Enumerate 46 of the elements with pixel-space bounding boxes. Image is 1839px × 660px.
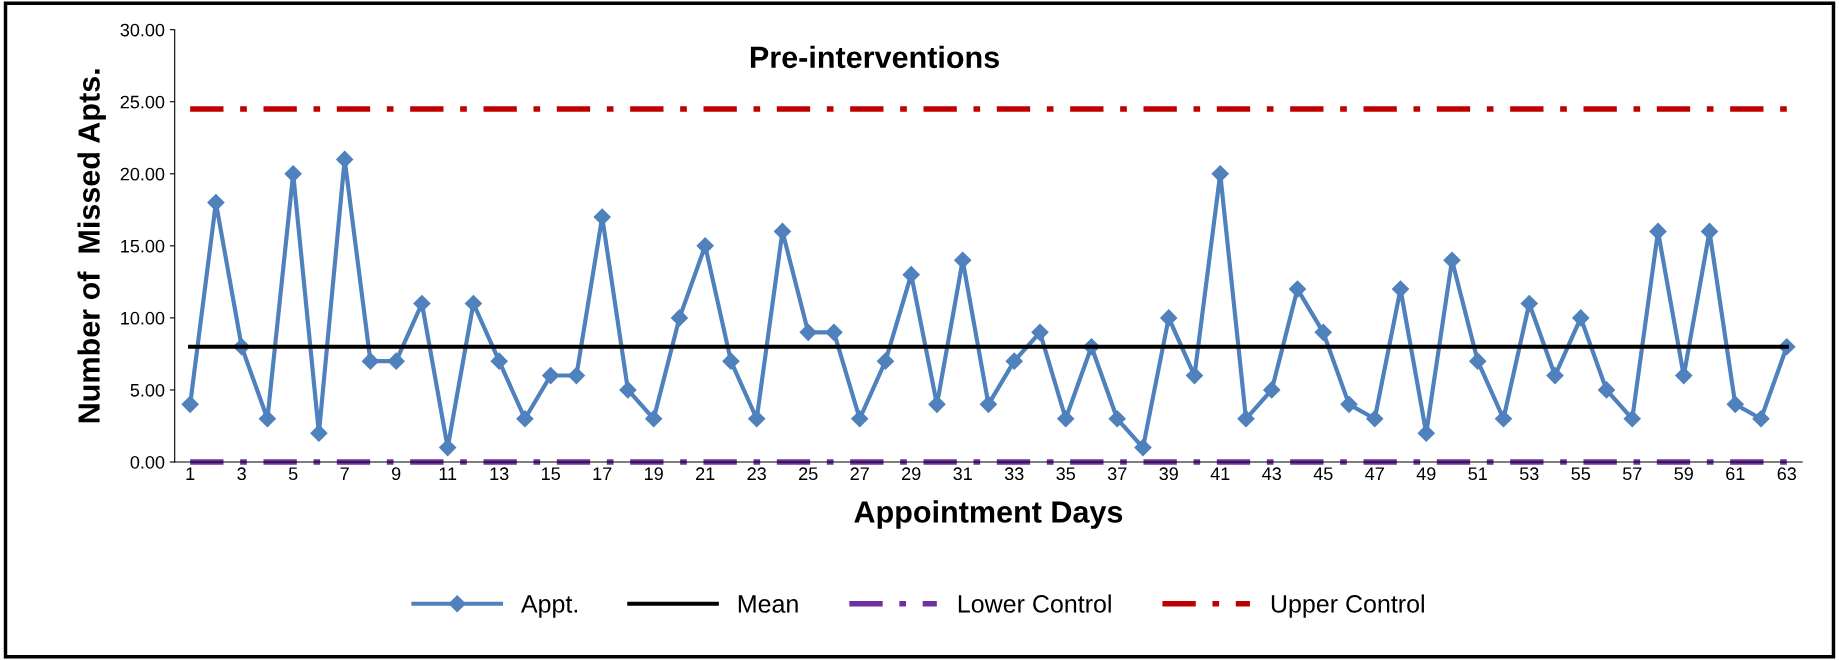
y-tick-label: 30.00 [120, 23, 165, 37]
y-tick-label: 20.00 [120, 167, 165, 181]
x-tick-label: 1 [186, 467, 195, 480]
y-tick-label: 5.00 [130, 383, 165, 397]
x-tick-label: 15 [542, 467, 560, 481]
chart-title: Pre-interventions [750, 45, 999, 69]
x-tick-label: 35 [1056, 467, 1075, 481]
x-tick-label: 29 [902, 467, 921, 481]
x-tick-label: 11 [439, 467, 457, 480]
y-tick-label: 0.00 [130, 455, 165, 469]
x-tick-label: 47 [1365, 467, 1384, 480]
y-tick-label: 10.00 [121, 311, 165, 325]
x-tick-label: 3 [237, 467, 246, 481]
x-tick-label: 45 [1313, 467, 1333, 481]
x-tick-label: 57 [1622, 467, 1642, 481]
x-tick-label: 55 [1571, 467, 1591, 481]
x-tick-label: 31 [953, 467, 972, 481]
y-axis-title: Number of Missed Apts. [77, 69, 106, 423]
legend-label: Upper Control [1271, 594, 1424, 618]
y-tick-label: 15.00 [121, 239, 165, 253]
x-tick-label: 33 [1004, 467, 1024, 481]
x-tick-label: 49 [1416, 467, 1436, 481]
x-axis-title: Appointment Days [854, 500, 1123, 529]
legend-label: Lower Control [958, 594, 1111, 613]
x-tick-label: 9 [392, 467, 401, 481]
x-tick-label: 23 [747, 467, 766, 481]
legend-label: Appt. [520, 595, 578, 618]
x-tick-label: 19 [645, 467, 663, 481]
x-tick-label: 41 [1210, 467, 1230, 480]
x-tick-label: 51 [1468, 467, 1487, 481]
x-tick-label: 17 [593, 467, 612, 480]
x-tick-label: 5 [288, 467, 298, 481]
x-tick-label: 59 [1674, 467, 1693, 481]
x-tick-label: 39 [1159, 467, 1178, 481]
x-tick-label: 21 [696, 467, 715, 480]
x-tick-label: 27 [850, 467, 869, 480]
x-tick-label: 25 [799, 467, 818, 481]
x-tick-label: 13 [490, 467, 509, 481]
x-tick-label: 7 [340, 467, 349, 480]
x-tick-label: 37 [1107, 467, 1127, 481]
x-tick-label: 61 [1726, 467, 1745, 481]
x-tick-label: 63 [1777, 467, 1797, 481]
x-tick-label: 53 [1519, 467, 1539, 481]
x-tick-label: 43 [1262, 467, 1281, 481]
y-tick-label: 25.00 [120, 95, 165, 109]
legend-label: Mean [738, 595, 798, 613]
